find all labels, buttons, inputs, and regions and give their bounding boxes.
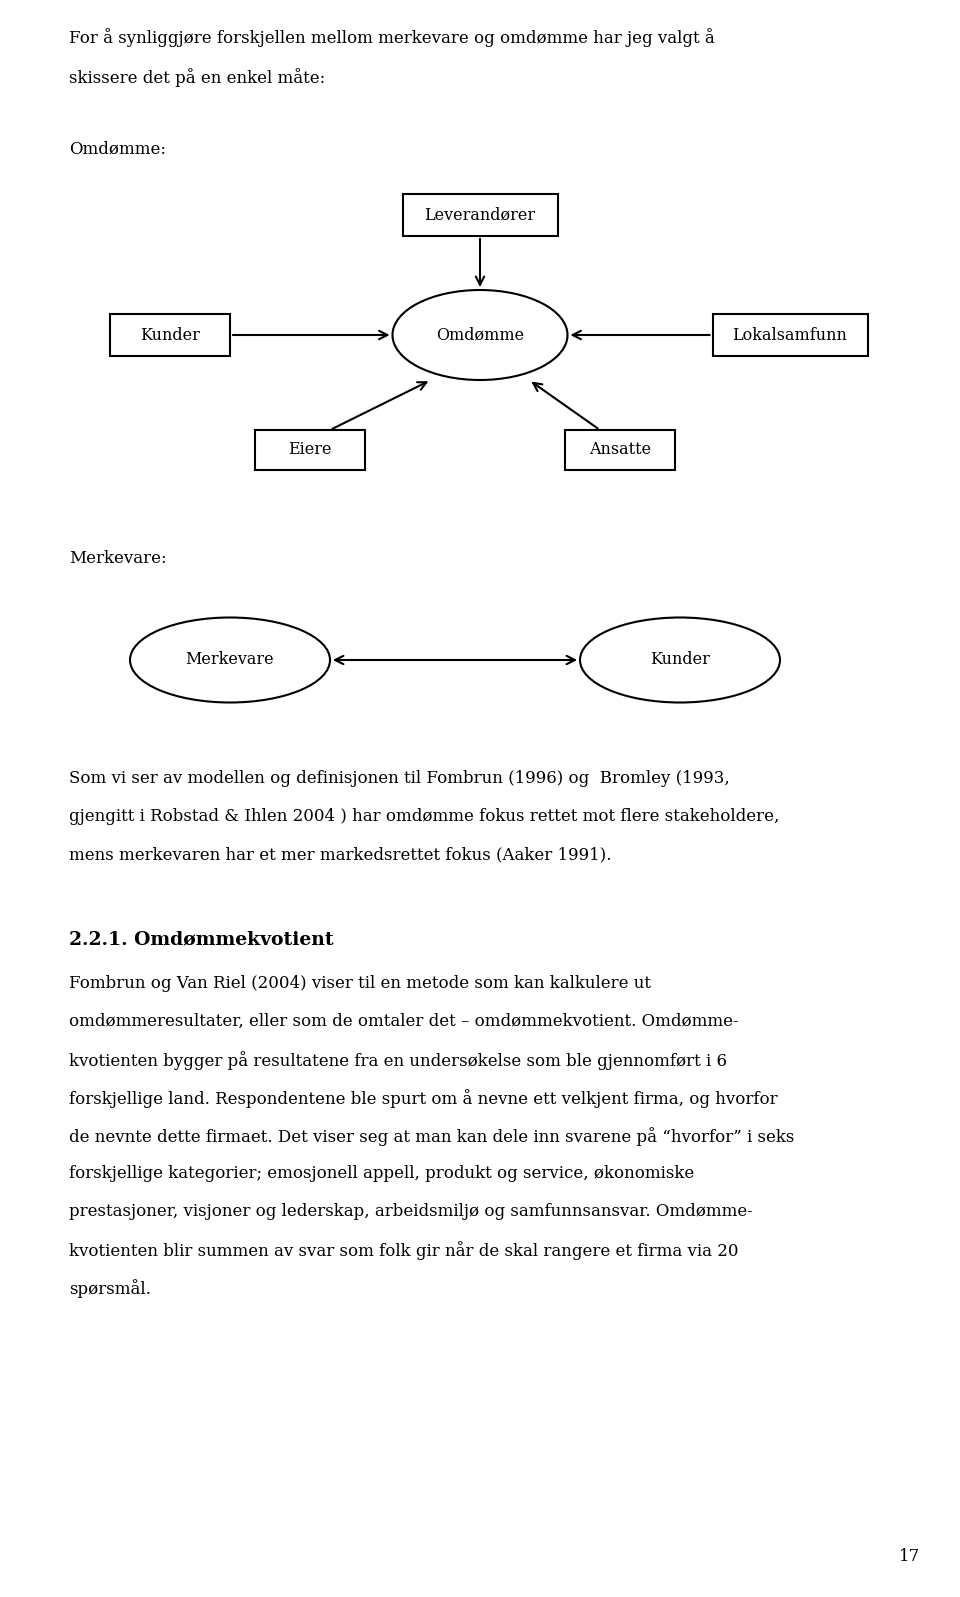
Text: omdømmeresultater, eller som de omtaler det – omdømmekvotient. Omdømme-: omdømmeresultater, eller som de omtaler … [69, 1012, 738, 1030]
Bar [565, 430, 675, 470]
Text: 17: 17 [899, 1547, 920, 1565]
Text: prestasjoner, visjoner og lederskap, arbeidsmiljø og samfunnsansvar. Omdømme-: prestasjoner, visjoner og lederskap, arb… [69, 1203, 753, 1220]
Ellipse shape [130, 618, 330, 703]
Bar [255, 430, 365, 470]
Text: Kunder: Kunder [140, 326, 200, 343]
Text: kvotienten bygger på resultatene fra en undersøkelse som ble gjennomført i 6: kvotienten bygger på resultatene fra en … [69, 1051, 727, 1070]
Text: gjengitt i Robstad & Ihlen 2004 ) har omdømme fokus rettet mot flere stakeholder: gjengitt i Robstad & Ihlen 2004 ) har om… [69, 808, 780, 826]
Text: Merkevare:: Merkevare: [69, 549, 167, 567]
Ellipse shape [393, 291, 567, 380]
Text: Merkevare: Merkevare [185, 652, 275, 669]
Text: forskjellige land. Respondentene ble spurt om å nevne ett velkjent firma, og hvo: forskjellige land. Respondentene ble spu… [69, 1089, 778, 1108]
Text: Omdømme:: Omdømme: [69, 141, 166, 157]
Text: mens merkevaren har et mer markedsrettet fokus (Aaker 1991).: mens merkevaren har et mer markedsrettet… [69, 846, 612, 862]
Bar [110, 315, 230, 356]
Text: de nevnte dette firmaet. Det viser seg at man kan dele inn svarene på “hvorfor” : de nevnte dette firmaet. Det viser seg a… [69, 1127, 794, 1147]
Text: forskjellige kategorier; emosjonell appell, produkt og service, økonomiske: forskjellige kategorier; emosjonell appe… [69, 1164, 694, 1182]
Text: Fombrun og Van Riel (2004) viser til en metode som kan kalkulere ut: Fombrun og Van Riel (2004) viser til en … [69, 976, 651, 992]
Text: Som vi ser av modellen og definisjonen til Fombrun (1996) og  Bromley (1993,: Som vi ser av modellen og definisjonen t… [69, 770, 730, 787]
Text: For å synliggjøre forskjellen mellom merkevare og omdømme har jeg valgt å: For å synliggjøre forskjellen mellom mer… [69, 29, 715, 46]
Ellipse shape [580, 618, 780, 703]
Text: Omdømme: Omdømme [436, 326, 524, 343]
Text: Lokalsamfunn: Lokalsamfunn [732, 326, 848, 343]
Bar [402, 193, 558, 236]
Text: spørsmål.: spørsmål. [69, 1279, 151, 1298]
Text: 2.2.1. Omdømmekvotient: 2.2.1. Omdømmekvotient [69, 929, 334, 949]
Text: Kunder: Kunder [650, 652, 710, 669]
Text: Ansatte: Ansatte [588, 441, 651, 458]
Text: skissere det på en enkel måte:: skissere det på en enkel måte: [69, 69, 325, 86]
Bar [712, 315, 868, 356]
Text: Leverandører: Leverandører [424, 206, 536, 224]
Text: Eiere: Eiere [288, 441, 332, 458]
Text: kvotienten blir summen av svar som folk gir når de skal rangere et firma via 20: kvotienten blir summen av svar som folk … [69, 1241, 738, 1260]
